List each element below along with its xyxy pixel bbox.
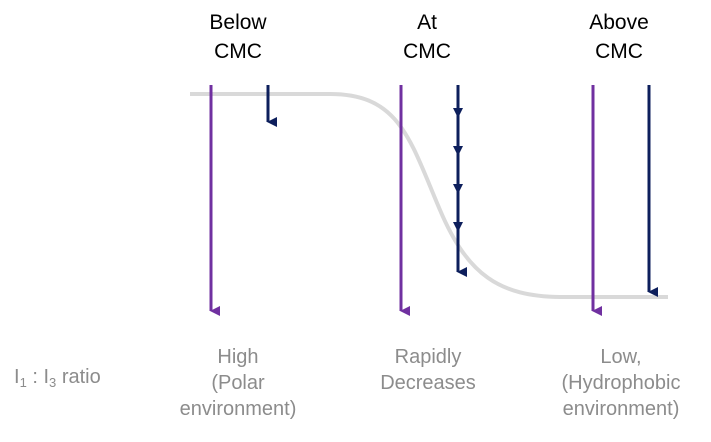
emission-arrow-at-tick-1: [453, 108, 463, 118]
header-above-cmc: Above CMC: [559, 8, 679, 66]
header-at-line2: CMC: [403, 40, 451, 63]
emission-arrow-at-tick-4: [453, 222, 463, 232]
header-above-line2: CMC: [595, 40, 643, 63]
result-at-cmc: Rapidly Decreases: [338, 344, 518, 396]
header-below-line2: CMC: [214, 40, 262, 63]
header-at-line1: At: [417, 11, 437, 34]
result-above-line3: environment): [562, 398, 680, 420]
ratio-label: I1 : I3 ratio: [14, 366, 101, 389]
ratio-sep: :: [26, 366, 44, 388]
result-below-cmc: High (Polar environment): [148, 344, 328, 422]
ratio-sub3: 3: [49, 375, 57, 390]
header-below-cmc: Below CMC: [178, 8, 298, 66]
result-above-line2: (Hydrophobic: [561, 372, 681, 394]
emission-arrow-at-tick-3: [453, 184, 463, 194]
header-at-cmc: At CMC: [367, 8, 487, 66]
emission-arrow-at-tick-2: [453, 146, 463, 156]
ratio-i3: I: [43, 366, 50, 388]
ratio-suffix: ratio: [56, 366, 101, 388]
header-above-line1: Above: [589, 11, 649, 34]
ratio-sub1: 1: [19, 375, 27, 390]
result-below-line3: environment): [179, 398, 297, 420]
sigmoid-curve: [190, 92, 668, 299]
result-below-line2: (Polar: [211, 372, 265, 394]
result-at-line1: Rapidly: [394, 346, 462, 368]
result-above-line1: Low,: [600, 346, 642, 368]
result-at-line2: Decreases: [380, 372, 476, 394]
header-below-line1: Below: [209, 11, 267, 34]
ratio-i1: I: [14, 366, 20, 388]
result-below-line1: High: [217, 346, 259, 368]
result-above-cmc: Low, (Hydrophobic environment): [531, 344, 711, 422]
